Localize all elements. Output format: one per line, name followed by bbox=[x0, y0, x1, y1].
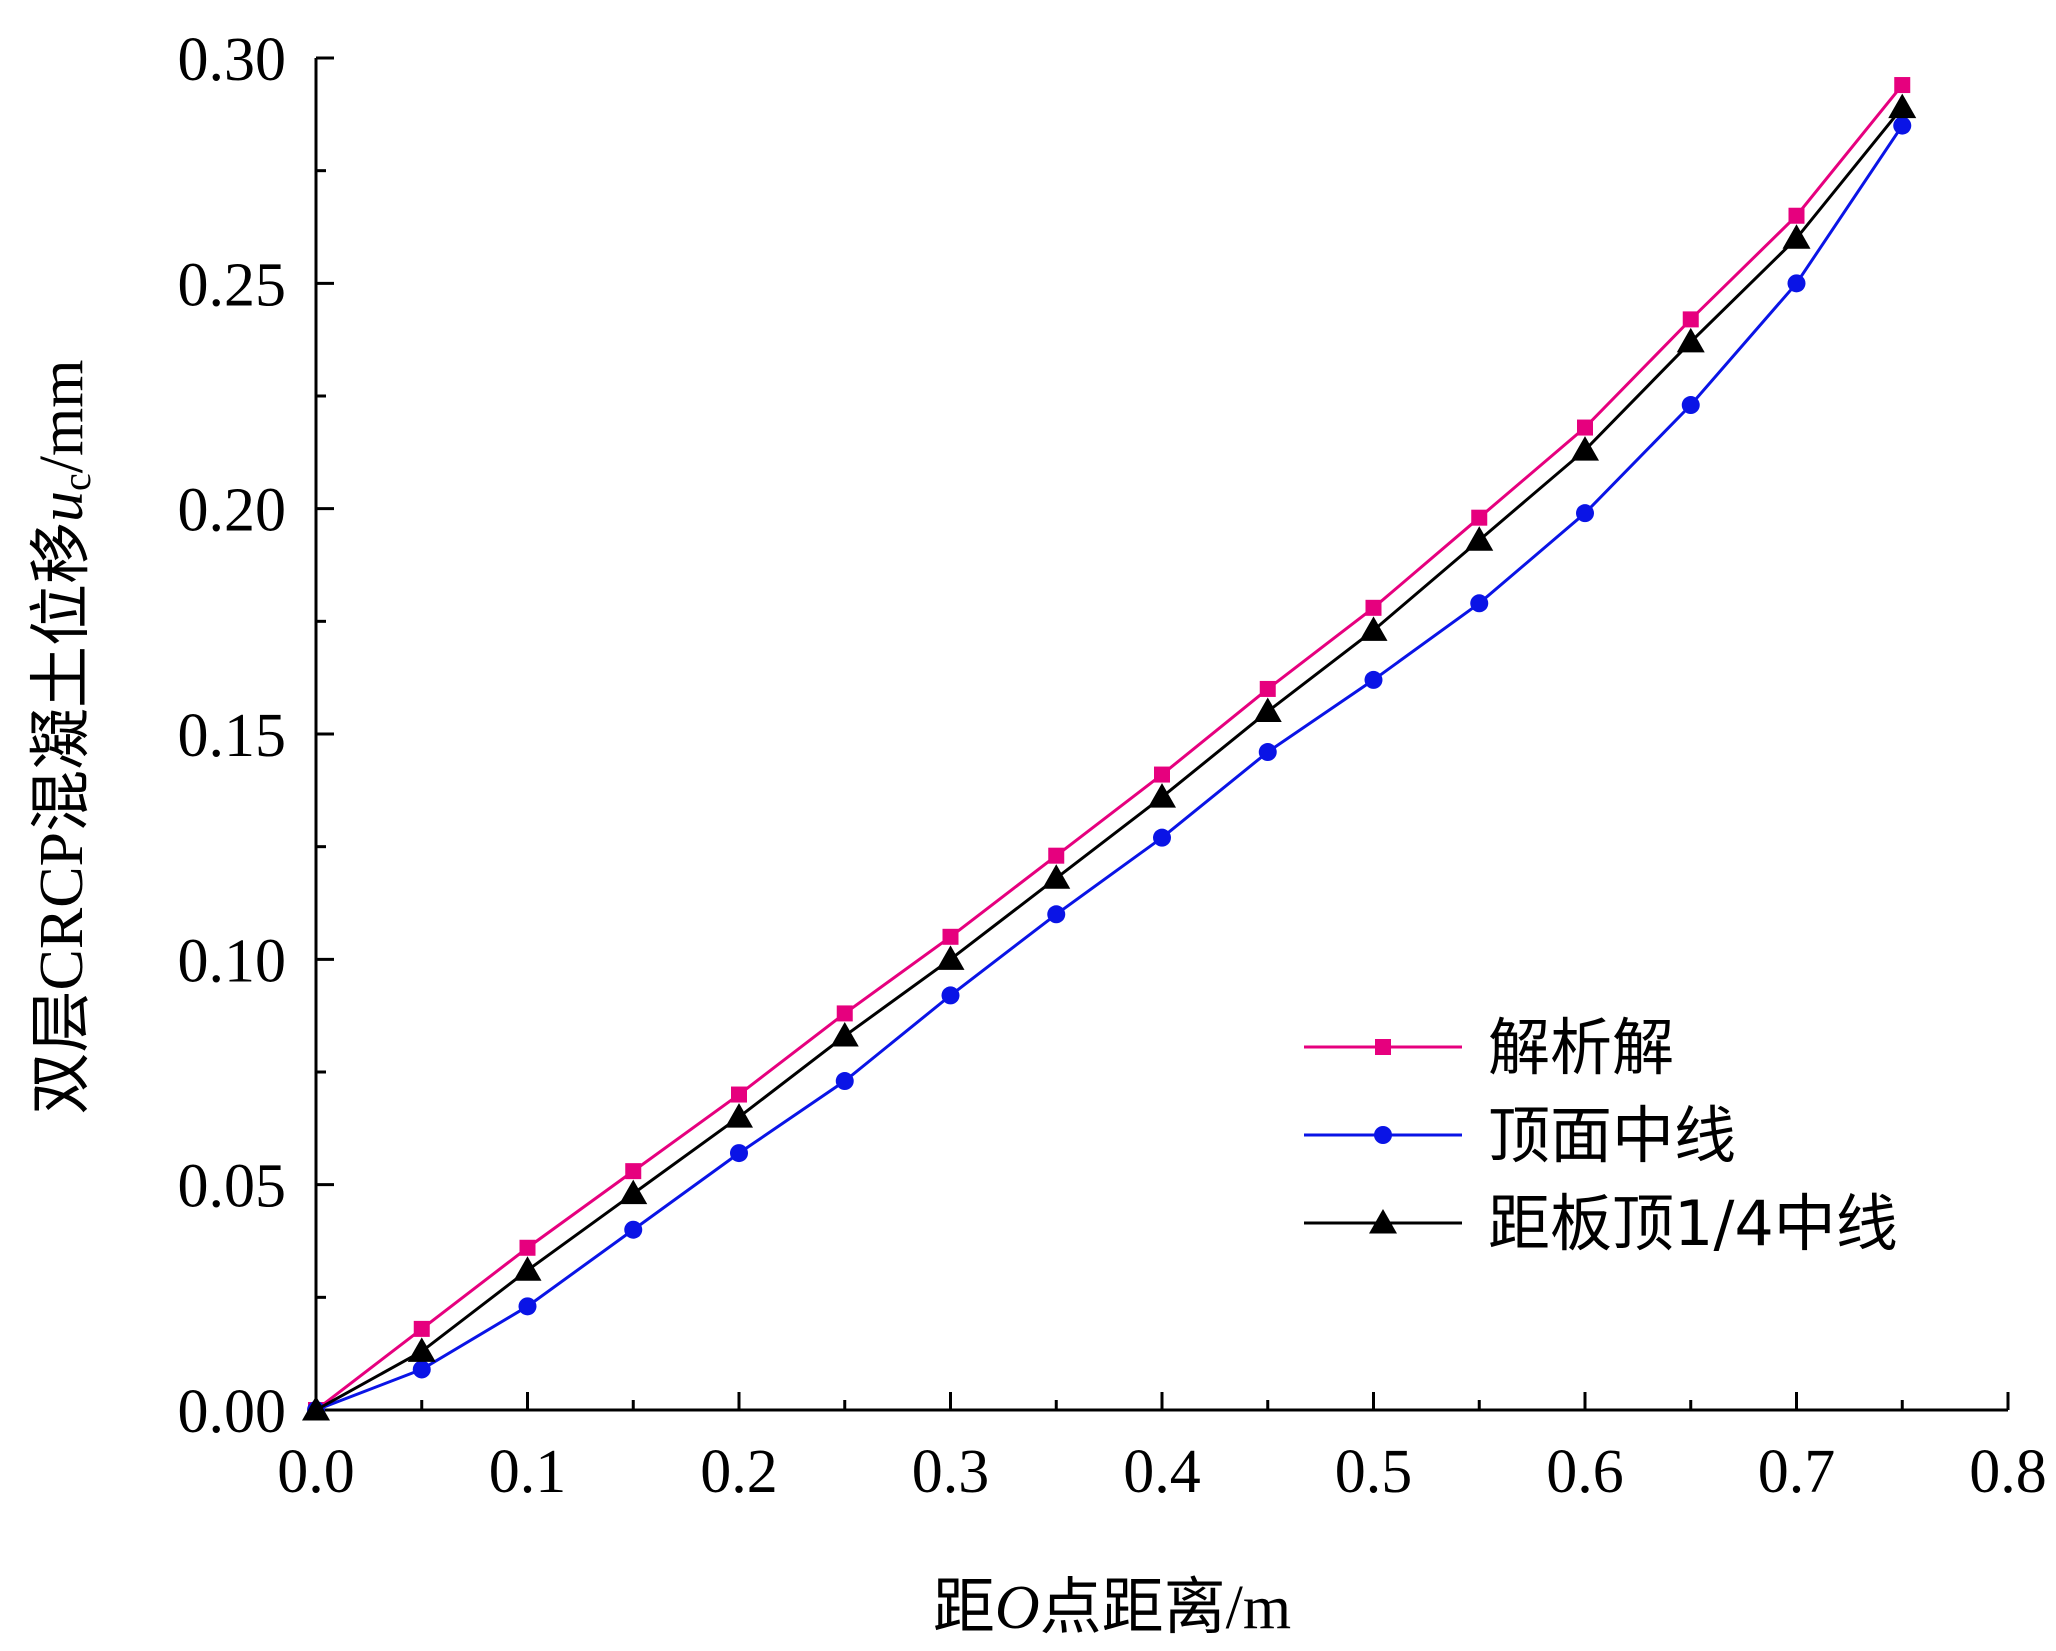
legend-marker bbox=[1369, 1209, 1397, 1234]
data-point bbox=[936, 945, 965, 970]
x-tick-label: 0.5 bbox=[1335, 1438, 1413, 1506]
data-point bbox=[413, 1320, 430, 1337]
axes: 0.0 0.1 0.2 0.3 0.4 0.5 0.6 0.7 0.8 0.00 0.05 0.10 0… bbox=[178, 26, 2047, 1506]
legend-item: 距板顶1/4中线 bbox=[1304, 1187, 1898, 1260]
x-tick-label: 0.1 bbox=[489, 1438, 567, 1506]
series-layer bbox=[302, 77, 1917, 1421]
y-tick-label: 0.05 bbox=[178, 1153, 287, 1221]
data-point bbox=[1782, 224, 1811, 249]
data-point bbox=[518, 1297, 537, 1316]
data-point bbox=[730, 1144, 748, 1163]
data-point bbox=[1048, 847, 1065, 864]
data-point bbox=[1571, 436, 1599, 461]
y-axis-label-prefix: 双层CRCP混凝土位移 bbox=[28, 522, 96, 1115]
x-tick-label: 0.6 bbox=[1546, 1438, 1624, 1506]
data-point bbox=[619, 1179, 648, 1205]
data-point bbox=[1676, 327, 1705, 353]
data-point bbox=[1153, 828, 1171, 847]
data-point bbox=[412, 1360, 431, 1379]
x-axis-label-prefix: 距 bbox=[933, 1574, 995, 1642]
y-tick-label: 0.00 bbox=[178, 1378, 287, 1446]
data-point bbox=[519, 1239, 536, 1256]
data-point bbox=[625, 1163, 642, 1180]
data-point bbox=[942, 928, 959, 945]
data-point bbox=[1787, 274, 1806, 293]
data-point bbox=[835, 1072, 854, 1091]
y-axis-label: 双层CRCP混凝土位移uc/mm bbox=[28, 360, 99, 1115]
data-point bbox=[1577, 419, 1593, 436]
x-tick-label: 0.7 bbox=[1758, 1438, 1836, 1506]
legend-label: 顶面中线 bbox=[1488, 1099, 1736, 1172]
x-tick-label: 0.2 bbox=[700, 1438, 778, 1506]
legend-label: 解析解 bbox=[1488, 1011, 1674, 1084]
data-point bbox=[941, 986, 960, 1005]
data-point bbox=[1359, 616, 1388, 641]
x-tick-label: 0.8 bbox=[1969, 1438, 2047, 1506]
y-tick-label: 0.10 bbox=[178, 927, 287, 995]
series-line bbox=[315, 124, 1904, 1412]
legend-item: 解析解 bbox=[1304, 1011, 1674, 1084]
data-point bbox=[1047, 905, 1066, 924]
series-2 bbox=[307, 116, 1912, 1419]
data-point bbox=[302, 1396, 330, 1421]
series-line bbox=[315, 84, 1904, 1412]
x-tick-label: 0.3 bbox=[912, 1438, 990, 1506]
data-point bbox=[1365, 599, 1382, 616]
data-point bbox=[1893, 116, 1912, 135]
data-point bbox=[1465, 526, 1494, 551]
data-point bbox=[731, 1086, 747, 1103]
data-point bbox=[1253, 697, 1282, 722]
data-point bbox=[624, 1220, 643, 1239]
data-point bbox=[1471, 509, 1488, 526]
y-tick-label: 0.20 bbox=[178, 477, 287, 545]
data-point bbox=[407, 1337, 436, 1362]
data-point bbox=[1576, 504, 1594, 523]
data-point bbox=[1788, 207, 1805, 224]
data-point bbox=[1042, 864, 1071, 889]
data-point bbox=[1154, 766, 1170, 783]
x-tick-label: 0.0 bbox=[277, 1438, 355, 1506]
series-3 bbox=[302, 93, 1917, 1421]
data-point bbox=[830, 1021, 859, 1047]
data-point bbox=[1258, 743, 1277, 762]
y-axis-label-var: u bbox=[28, 491, 96, 522]
data-point bbox=[1894, 77, 1911, 94]
legend-marker bbox=[1375, 1039, 1391, 1055]
data-point bbox=[1470, 594, 1489, 613]
data-point bbox=[836, 1005, 853, 1022]
data-point bbox=[1682, 311, 1699, 328]
y-tick-label: 0.15 bbox=[178, 702, 287, 770]
x-axis-label-suffix: 点距离/m bbox=[1040, 1574, 1291, 1642]
data-point bbox=[1364, 670, 1383, 689]
data-point bbox=[1888, 93, 1917, 119]
data-point bbox=[513, 1256, 542, 1281]
legend-label: 距板顶1/4中线 bbox=[1488, 1187, 1898, 1260]
y-axis-label-unit: /mm bbox=[28, 360, 96, 474]
y-tick-label: 0.30 bbox=[178, 26, 287, 94]
legend-marker bbox=[1374, 1126, 1392, 1144]
x-axis-label: 距O点距离/m bbox=[933, 1574, 1291, 1642]
series-line bbox=[315, 106, 1904, 1412]
x-tick-label: 0.4 bbox=[1123, 1438, 1201, 1506]
data-point bbox=[1148, 783, 1176, 808]
y-tick-label: 0.25 bbox=[178, 251, 287, 319]
y-axis-label-sub: c bbox=[54, 473, 99, 491]
data-point bbox=[725, 1103, 753, 1128]
legend-item: 顶面中线 bbox=[1304, 1099, 1736, 1172]
data-point bbox=[1681, 396, 1700, 415]
x-axis-label-var: O bbox=[995, 1574, 1040, 1642]
series-1 bbox=[308, 77, 1911, 1418]
data-point bbox=[1259, 680, 1276, 697]
